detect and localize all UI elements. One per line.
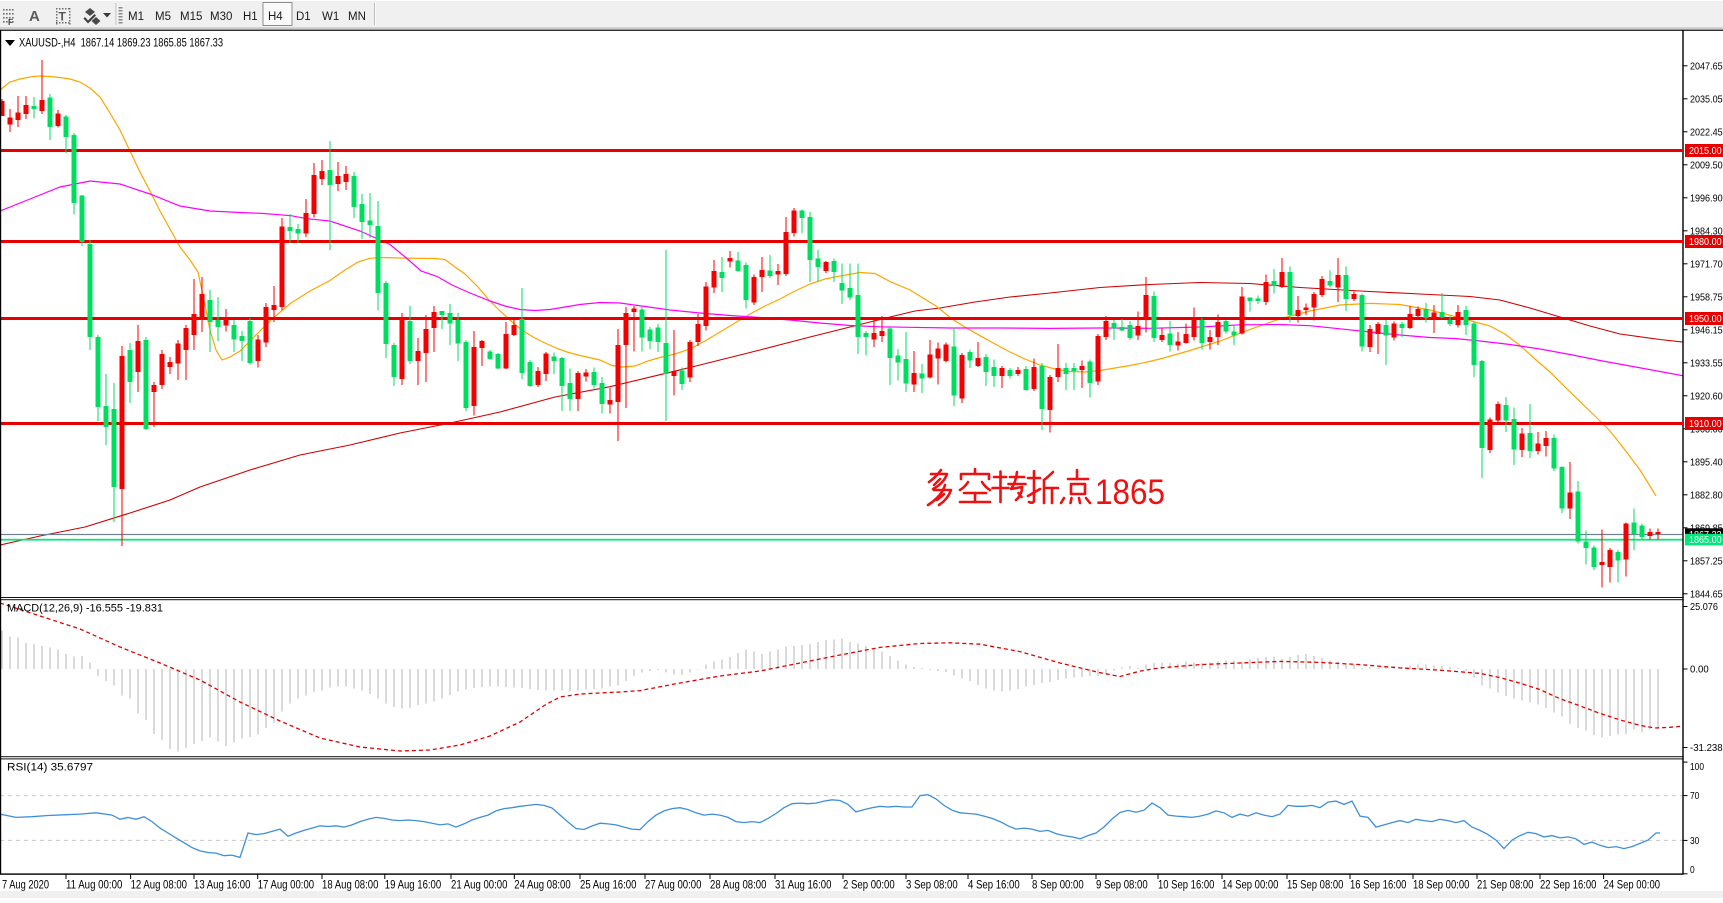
svg-text:1844.65: 1844.65 bbox=[1690, 589, 1723, 600]
svg-text:19 Aug 16:00: 19 Aug 16:00 bbox=[385, 878, 442, 892]
svg-text:28 Aug 08:00: 28 Aug 08:00 bbox=[710, 878, 767, 892]
svg-text:A: A bbox=[29, 8, 40, 25]
svg-text:18 Aug 08:00: 18 Aug 08:00 bbox=[322, 878, 379, 892]
svg-text:9 Sep 08:00: 9 Sep 08:00 bbox=[1096, 878, 1148, 892]
svg-text:1996.90: 1996.90 bbox=[1690, 193, 1723, 204]
svg-text:XAUUSD-,H4 1867.14 1869.23 18: XAUUSD-,H4 1867.14 1869.23 1865.85 1867.… bbox=[19, 36, 223, 50]
svg-text:H1: H1 bbox=[243, 11, 258, 23]
svg-text:16 Sep 16:00: 16 Sep 16:00 bbox=[1350, 878, 1407, 892]
svg-text:24 Aug 08:00: 24 Aug 08:00 bbox=[514, 878, 571, 892]
svg-text:1950.00: 1950.00 bbox=[1689, 314, 1722, 325]
svg-text:21 Aug 00:00: 21 Aug 00:00 bbox=[451, 878, 508, 892]
svg-text:2009.50: 2009.50 bbox=[1690, 160, 1723, 171]
svg-text:2 Sep 00:00: 2 Sep 00:00 bbox=[843, 878, 895, 892]
svg-text:70: 70 bbox=[1690, 791, 1700, 802]
svg-text:1971.70: 1971.70 bbox=[1690, 259, 1723, 270]
svg-text:D1: D1 bbox=[296, 11, 311, 23]
svg-text:22 Sep 16:00: 22 Sep 16:00 bbox=[1540, 878, 1597, 892]
svg-text:H4: H4 bbox=[268, 11, 283, 23]
svg-text:18 Sep 00:00: 18 Sep 00:00 bbox=[1413, 878, 1470, 892]
svg-text:F: F bbox=[8, 18, 13, 27]
svg-text:100: 100 bbox=[1690, 762, 1704, 773]
svg-text:17 Aug 00:00: 17 Aug 00:00 bbox=[258, 878, 315, 892]
svg-text:3 Sep 08:00: 3 Sep 08:00 bbox=[906, 878, 958, 892]
svg-text:27 Aug 00:00: 27 Aug 00:00 bbox=[645, 878, 702, 892]
svg-text:2047.65: 2047.65 bbox=[1690, 61, 1723, 72]
svg-text:0: 0 bbox=[1690, 865, 1695, 876]
svg-text:7 Aug 2020: 7 Aug 2020 bbox=[2, 878, 49, 892]
svg-text:31 Aug 16:00: 31 Aug 16:00 bbox=[775, 878, 832, 892]
svg-text:1857.25: 1857.25 bbox=[1690, 556, 1723, 567]
svg-text:1984.30: 1984.30 bbox=[1690, 226, 1723, 237]
svg-text:1933.55: 1933.55 bbox=[1690, 358, 1723, 369]
svg-text:2022.45: 2022.45 bbox=[1690, 127, 1723, 138]
svg-text:RSI(14) 35.6797: RSI(14) 35.6797 bbox=[7, 762, 93, 774]
svg-text:25 Aug 16:00: 25 Aug 16:00 bbox=[580, 878, 637, 892]
svg-text:M5: M5 bbox=[155, 11, 171, 23]
svg-text:1865.00: 1865.00 bbox=[1689, 535, 1722, 546]
svg-text:2035.05: 2035.05 bbox=[1690, 94, 1723, 105]
svg-text:1958.75: 1958.75 bbox=[1690, 292, 1723, 303]
svg-text:15 Sep 08:00: 15 Sep 08:00 bbox=[1287, 878, 1344, 892]
svg-text:14 Sep 00:00: 14 Sep 00:00 bbox=[1222, 878, 1279, 892]
svg-text:T: T bbox=[59, 10, 67, 24]
svg-text:12 Aug 08:00: 12 Aug 08:00 bbox=[131, 878, 188, 892]
svg-text:25.076: 25.076 bbox=[1690, 602, 1718, 613]
svg-text:2015.00: 2015.00 bbox=[1689, 146, 1722, 157]
svg-text:-31.238: -31.238 bbox=[1690, 743, 1723, 754]
svg-text:1882.80: 1882.80 bbox=[1690, 490, 1723, 501]
svg-text:4 Sep 16:00: 4 Sep 16:00 bbox=[968, 878, 1020, 892]
svg-text:1910.00: 1910.00 bbox=[1689, 419, 1722, 430]
svg-text:1895.40: 1895.40 bbox=[1690, 457, 1723, 468]
svg-text:0.00: 0.00 bbox=[1690, 665, 1709, 676]
svg-text:10 Sep 16:00: 10 Sep 16:00 bbox=[1158, 878, 1215, 892]
svg-text:8 Sep 00:00: 8 Sep 00:00 bbox=[1032, 878, 1084, 892]
svg-text:1946.15: 1946.15 bbox=[1690, 325, 1723, 336]
svg-text:11 Aug 00:00: 11 Aug 00:00 bbox=[66, 878, 123, 892]
svg-text:30: 30 bbox=[1690, 836, 1700, 847]
svg-text:13 Aug 16:00: 13 Aug 16:00 bbox=[194, 878, 251, 892]
svg-text:1865: 1865 bbox=[1095, 473, 1165, 512]
svg-text:M15: M15 bbox=[180, 11, 202, 23]
svg-text:21 Sep 08:00: 21 Sep 08:00 bbox=[1477, 878, 1534, 892]
svg-text:MN: MN bbox=[348, 11, 366, 23]
svg-text:MACD(12,26,9) -16.555 -19.831: MACD(12,26,9) -16.555 -19.831 bbox=[7, 603, 163, 615]
svg-text:M30: M30 bbox=[210, 11, 232, 23]
svg-text:24 Sep 00:00: 24 Sep 00:00 bbox=[1604, 878, 1661, 892]
svg-text:M1: M1 bbox=[128, 11, 144, 23]
svg-text:1920.60: 1920.60 bbox=[1690, 391, 1723, 402]
svg-text:1980.00: 1980.00 bbox=[1689, 237, 1722, 248]
svg-text:W1: W1 bbox=[322, 11, 339, 23]
